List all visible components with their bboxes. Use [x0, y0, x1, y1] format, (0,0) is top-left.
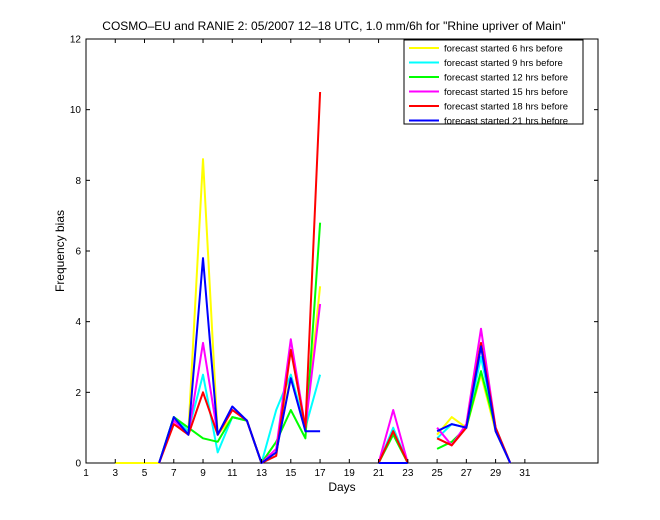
series-line-6 [436, 345, 512, 464]
legend-entry: forecast started 18 hrs before [444, 102, 568, 113]
series-line-3 [158, 222, 322, 464]
x-tick-label: 25 [432, 468, 444, 479]
legend-entry: forecast started 9 hrs before [444, 58, 563, 69]
x-tick-label: 27 [461, 468, 473, 479]
series-line-5 [377, 430, 409, 464]
legend: forecast started 6 hrs before forecast st… [403, 39, 584, 127]
x-tick-label: 1 [83, 468, 89, 479]
x-tick-label: 9 [200, 468, 206, 479]
x-axis-title: Days [328, 480, 355, 494]
legend-entry: forecast started 6 hrs before [444, 44, 563, 55]
legend-box [403, 39, 584, 125]
x-tick-label: 29 [490, 468, 502, 479]
y-tick-label: 8 [75, 176, 81, 187]
y-tick-label: 6 [75, 247, 81, 258]
series-line-6 [158, 257, 321, 464]
x-tick-label: 5 [142, 468, 148, 479]
x-tick-label: 13 [256, 468, 268, 479]
y-tick-label: 4 [75, 317, 81, 328]
x-tick-label: 31 [519, 468, 531, 479]
x-tick-label: 15 [285, 468, 297, 479]
y-axis-title: Frequency bias [53, 210, 67, 292]
y-tick-label: 10 [70, 105, 82, 116]
y-tick-label: 0 [75, 459, 81, 470]
x-tick-label: 3 [112, 468, 118, 479]
x-tick-label: 17 [314, 468, 326, 479]
x-tick-label: 21 [373, 468, 385, 479]
series-layer [115, 91, 512, 464]
series-line-4 [377, 409, 409, 464]
y-tick-label: 2 [75, 388, 81, 399]
legend-entry: forecast started 21 hrs before [444, 116, 568, 127]
x-tick-label: 11 [227, 468, 238, 479]
legend-entry: forecast started 12 hrs before [444, 73, 568, 84]
x-tick-label: 7 [171, 468, 177, 479]
legend-entry: forecast started 15 hrs before [444, 87, 568, 98]
x-tick-label: 23 [402, 468, 414, 479]
chart-title: COSMO–EU and RANIE 2: 05/2007 12–18 UTC,… [102, 19, 565, 33]
x-tick-label: 19 [344, 468, 356, 479]
y-tick-label: 12 [70, 35, 82, 46]
